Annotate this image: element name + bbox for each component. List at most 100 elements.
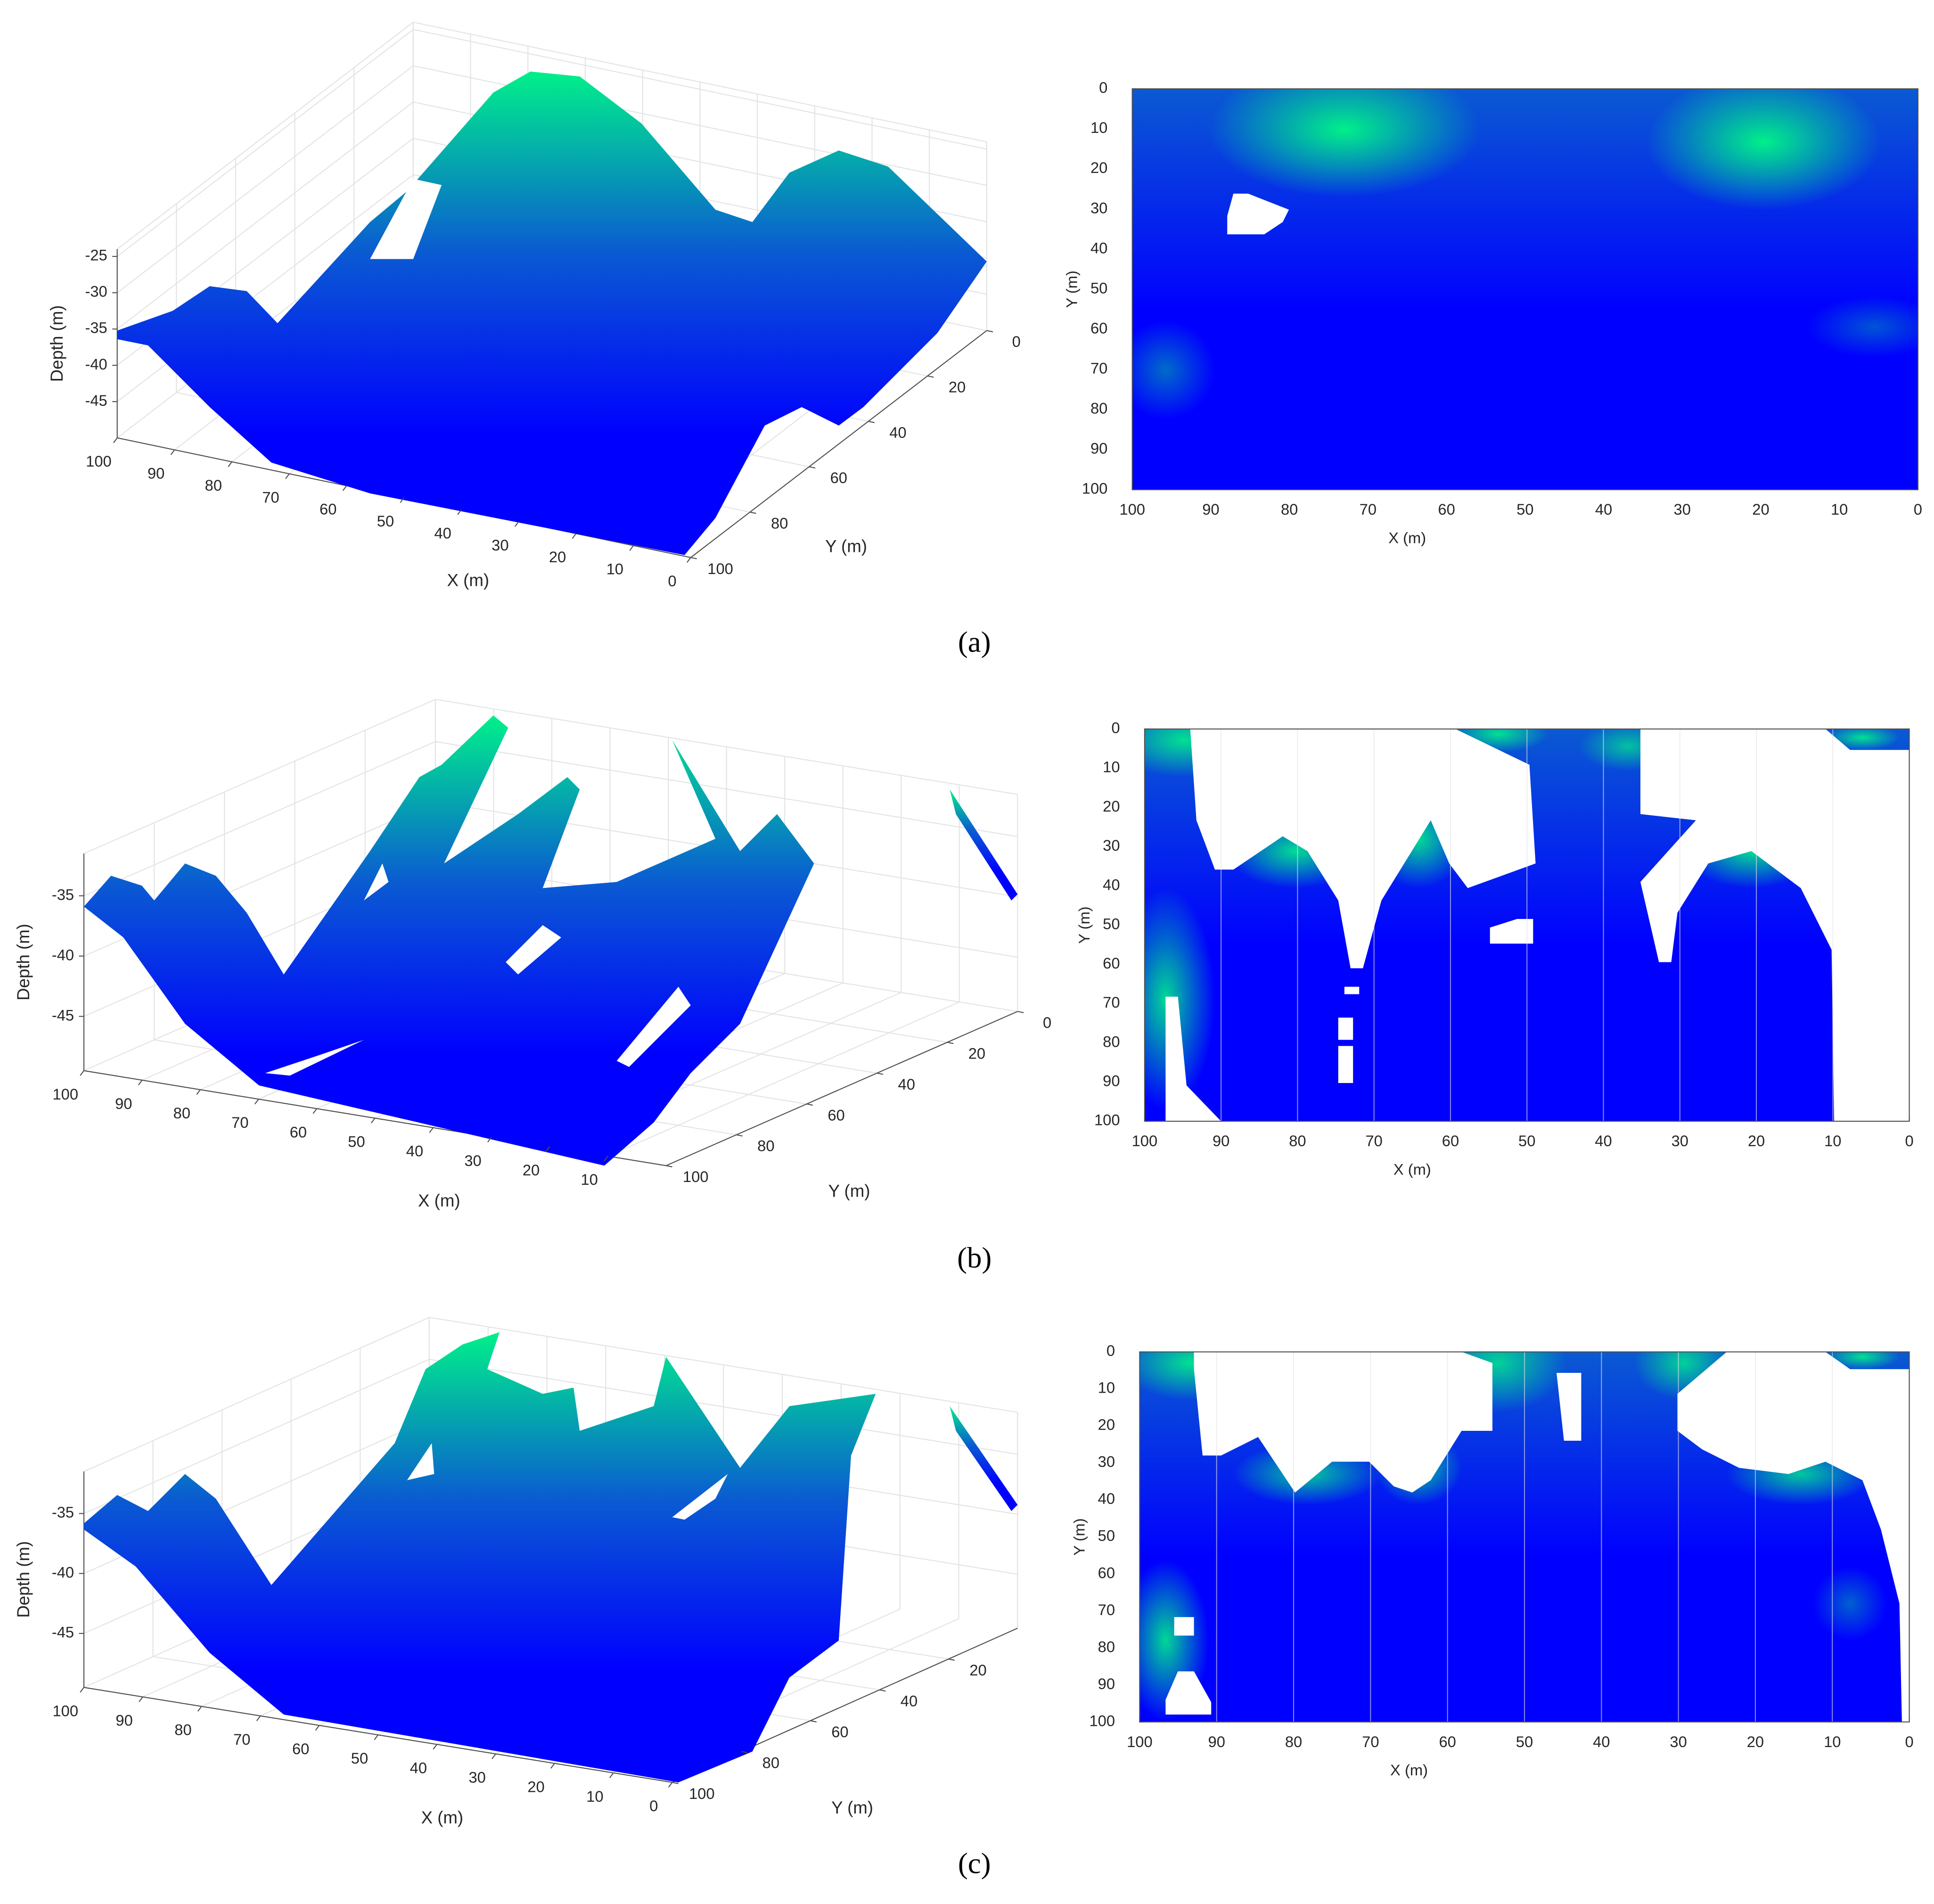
surface <box>84 1332 876 1782</box>
x-tick-label: 40 <box>406 1142 423 1160</box>
z-axis-label: Depth (m) <box>14 1541 33 1618</box>
tick-mark <box>170 449 175 455</box>
tick-mark <box>1017 1011 1024 1013</box>
x-axis-label: X (m) <box>1388 529 1426 546</box>
y-tick-label: 100 <box>1082 480 1108 497</box>
z-tick-label: -40 <box>52 946 74 963</box>
y-tick-label: 20 <box>969 1661 986 1679</box>
heatmap-plot: 100 90 80 70 60 50 40 30 20 10 0010203040506070809… <box>1075 719 1914 1178</box>
x-tick-label: 30 <box>464 1152 481 1169</box>
tick-mark <box>690 557 697 559</box>
tick-mark <box>113 437 118 443</box>
tick-mark <box>810 1720 817 1723</box>
tick-mark <box>877 1072 884 1075</box>
box-edge <box>83 699 436 854</box>
tick-mark <box>672 1781 679 1784</box>
heatmap-plot: 100 90 80 70 60 50 40 30 20 10 0010203040506070809… <box>1070 1342 1913 1779</box>
heatmap-gap <box>1557 1373 1582 1441</box>
y-tick-label: 80 <box>1098 1638 1115 1655</box>
x-tick-label: 70 <box>1362 1733 1379 1750</box>
surface <box>950 789 1018 901</box>
y-tick-label: 0 <box>1106 1342 1115 1359</box>
x-tick-label: 40 <box>1595 501 1612 518</box>
panel-caption: (b) <box>957 1241 992 1274</box>
z-tick-label: -40 <box>52 1563 74 1581</box>
z-tick-label: -45 <box>52 1624 74 1641</box>
grid-line <box>117 101 414 329</box>
x-tick-label: 30 <box>1670 1733 1687 1750</box>
tick-mark <box>927 375 934 378</box>
tick-mark <box>429 1127 434 1133</box>
surface-gap <box>265 1040 364 1076</box>
x-tick-label: 30 <box>1674 501 1691 518</box>
tick-mark <box>138 1080 143 1086</box>
tick-mark <box>285 473 290 479</box>
heatmap-shoal <box>1647 89 1881 210</box>
x-axis-label: X (m) <box>1390 1761 1428 1779</box>
y-axis-label: Y (m) <box>825 537 867 556</box>
tick-mark <box>228 461 232 467</box>
x-tick-label: 40 <box>434 524 451 542</box>
tick-mark <box>687 557 691 563</box>
x-tick-label: 0 <box>649 1797 658 1814</box>
tick-mark <box>457 509 462 515</box>
x-axis-label: X (m) <box>1393 1160 1431 1178</box>
x-tick-label: 100 <box>52 1085 78 1103</box>
z-tick-label: -45 <box>85 392 107 409</box>
tick-mark <box>736 1134 743 1137</box>
x-tick-label: 90 <box>115 1712 132 1729</box>
y-axis-label: Y (m) <box>1070 1518 1088 1555</box>
z-tick-label: -40 <box>85 355 107 373</box>
heatmap-image <box>1132 89 1918 490</box>
x-tick-label: 80 <box>174 1721 191 1739</box>
y-tick-label: 20 <box>968 1044 985 1062</box>
y-tick-label: 70 <box>1103 993 1120 1011</box>
grid-line <box>413 29 987 150</box>
tick-mark <box>197 1706 202 1712</box>
x-tick-label: 0 <box>668 572 676 590</box>
tick-mark <box>80 1070 84 1076</box>
y-tick-label: 60 <box>828 1106 844 1124</box>
y-tick-label: 30 <box>1103 837 1120 854</box>
x-tick-label: 10 <box>581 1171 598 1188</box>
heatmap-gap <box>1490 919 1533 944</box>
tick-mark <box>256 1715 261 1721</box>
surface-gap <box>370 179 442 259</box>
y-tick-label: 0 <box>1111 719 1120 736</box>
x-axis-label: X (m) <box>447 571 490 590</box>
x-axis-label: X (m) <box>421 1808 464 1827</box>
tick-mark <box>254 1099 259 1105</box>
x-tick-label: 20 <box>1752 501 1769 518</box>
heatmap-gap <box>1174 1617 1194 1636</box>
z-tick-label: -35 <box>52 886 74 903</box>
heatmap-gap <box>1227 193 1289 235</box>
x-tick-label: 70 <box>231 1114 248 1131</box>
z-tick-label: -35 <box>52 1503 74 1521</box>
y-tick-label: 40 <box>1098 1490 1115 1507</box>
tick-mark <box>750 511 756 514</box>
plot-frame <box>1144 728 1910 1122</box>
x-tick-label: 10 <box>1831 501 1848 518</box>
x-tick-label: 60 <box>1438 501 1455 518</box>
surface-gap <box>616 986 691 1067</box>
x-tick-label: 90 <box>115 1095 132 1112</box>
y-tick-label: 20 <box>1098 1416 1115 1433</box>
tick-mark <box>550 1763 555 1769</box>
y-tick-label: 30 <box>1090 199 1107 216</box>
grid-line <box>429 1359 1018 1455</box>
x-tick-label: 50 <box>1518 1132 1535 1149</box>
x-tick-label: 80 <box>173 1104 190 1122</box>
y-tick-label: 60 <box>831 1723 848 1740</box>
x-tick-label: 80 <box>1285 1733 1302 1750</box>
y-tick-label: 60 <box>1098 1564 1115 1581</box>
tick-mark <box>741 1751 748 1754</box>
tick-mark <box>809 466 816 469</box>
y-tick-label: 20 <box>1090 159 1107 176</box>
surface-plot: 0 10 20 30 40 50 60 70 80 90 100 20 40 60 80 100 -45 -40 -… <box>14 1317 1018 1827</box>
y-tick-label: 50 <box>1103 915 1120 933</box>
y-tick-label: 100 <box>683 1168 709 1185</box>
tick-mark <box>342 485 347 491</box>
tick-mark <box>629 545 634 551</box>
y-tick-label: 10 <box>1090 119 1107 136</box>
x-tick-label: 60 <box>290 1123 307 1141</box>
